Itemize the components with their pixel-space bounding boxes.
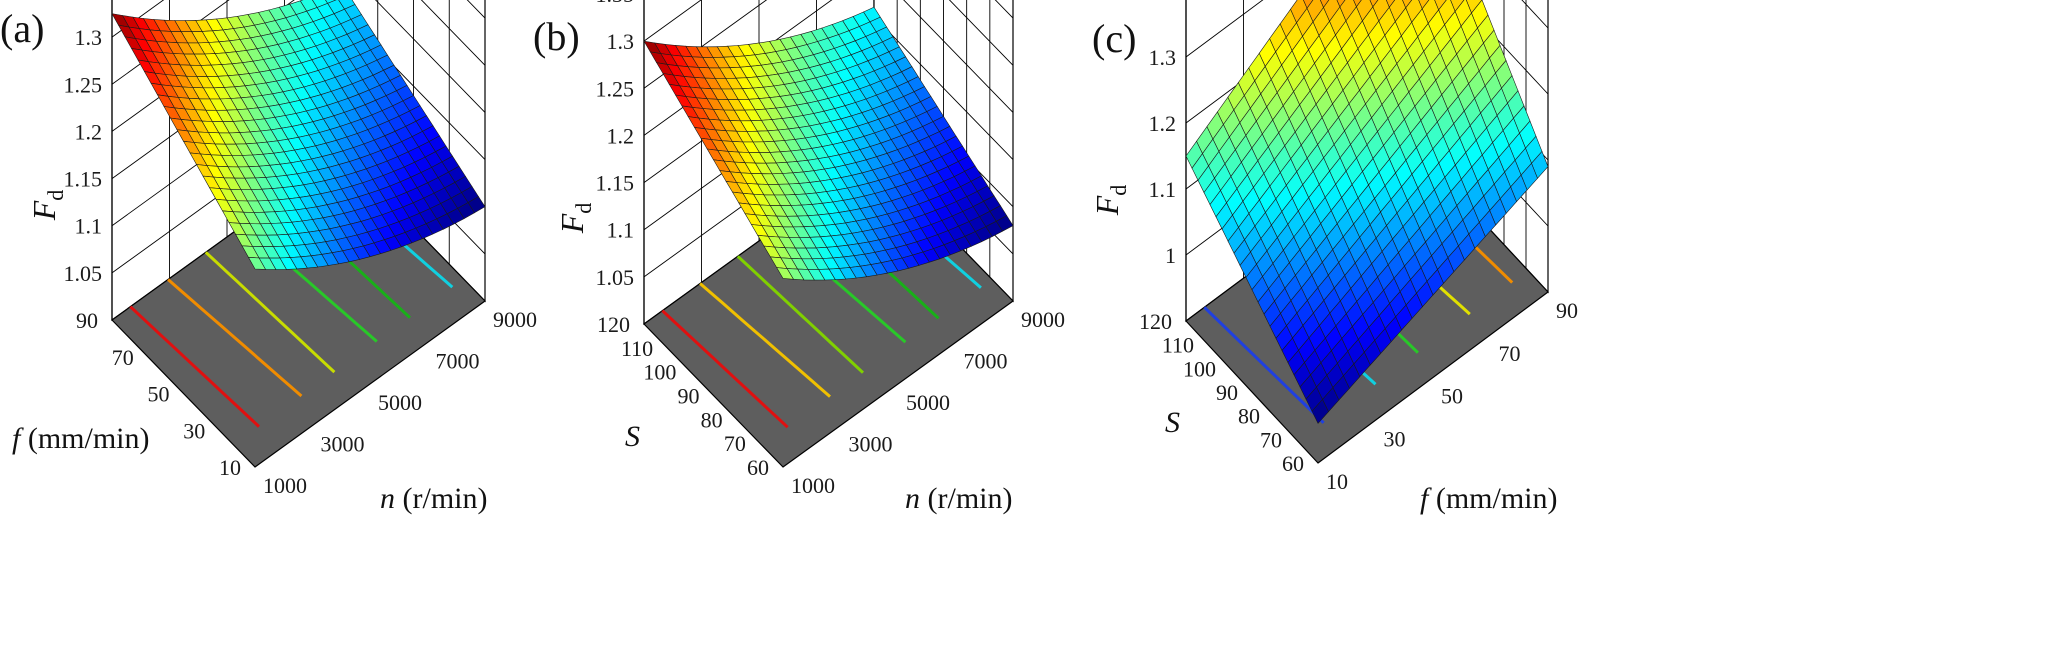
z-tick-label: 1.2	[1149, 111, 1177, 136]
y-tick-label: 100	[643, 360, 676, 385]
z-tick-label: 1.3	[75, 25, 103, 50]
y-tick-label: 30	[183, 418, 205, 443]
y-tick-label: 80	[1238, 404, 1260, 429]
surface-cell	[247, 257, 267, 270]
panel-label: (b)	[533, 14, 580, 59]
z-tick-label: 1.1	[1149, 177, 1177, 202]
y-tick-label: 100	[1183, 356, 1216, 381]
y-tick-label: 70	[112, 345, 134, 370]
surface-cell	[1369, 0, 1379, 8]
x-axis-label: n (r/min)	[905, 482, 1012, 515]
x-tick-label: 70	[1499, 341, 1521, 366]
z-tick-label: 1.4	[1149, 0, 1177, 4]
panel-3: 11.11.21.31.4103050709060708090100110120…	[1089, 0, 1578, 515]
y-tick-label: 120	[597, 312, 630, 337]
y-tick-label: 70	[724, 431, 746, 456]
panel-1: 1.05 1.1 1.15 1.2 1.25 1.3 1.35 1000 3000 5000 700…	[0, 0, 537, 515]
z-tick-label: 1.35	[64, 0, 103, 3]
contour-line	[661, 309, 789, 429]
z-tick-label: 1.35	[596, 0, 635, 7]
contour-line	[204, 251, 336, 374]
x-axis-label: f (mm/min)	[1420, 482, 1558, 515]
y-tick-label: 90	[678, 384, 700, 409]
z-axis-label: Fd	[554, 203, 596, 235]
surface-cell	[1319, 0, 1330, 9]
z-tick-label: 1.3	[607, 29, 635, 54]
y-axis-label: f (mm/min)	[12, 422, 150, 455]
surface-cell	[1336, 0, 1346, 8]
z-tick-label: 1.25	[64, 72, 103, 97]
surface-cell	[776, 267, 795, 280]
surface-cell	[1385, 0, 1396, 8]
x-tick-label: 30	[1384, 426, 1406, 451]
contour-line	[167, 278, 303, 398]
x-tick-label: 1000	[791, 473, 835, 498]
y-tick-label: 50	[148, 382, 170, 407]
y-tick-label: 110	[621, 336, 653, 361]
response-surface	[643, 6, 1014, 281]
y-tick-label: 60	[747, 455, 769, 480]
z-axis-label: Fd	[1089, 185, 1131, 217]
y-tick-label: 90	[76, 308, 98, 333]
x-tick-label: 9000	[493, 307, 537, 332]
y-tick-label: 70	[1260, 427, 1282, 452]
z-tick-label: 1.25	[596, 76, 635, 101]
surface-cell	[1311, 398, 1329, 424]
x-tick-label: 5000	[378, 390, 422, 415]
x-tick-label: 5000	[906, 390, 950, 415]
panel-label: (a)	[0, 6, 44, 51]
surface-cell	[1303, 0, 1314, 9]
response-surface	[1185, 0, 1549, 424]
x-tick-label: 1000	[263, 473, 307, 498]
z-tick-label: 1.2	[75, 119, 103, 144]
panel-2: 1.05 1.1 1.15 1.2 1.25 1.3 1.35 1000 3000 5000 700…	[533, 0, 1065, 515]
z-tick-label: 1.05	[64, 261, 103, 286]
z-tick-label: 1.1	[607, 218, 635, 243]
contour-line	[1203, 306, 1325, 424]
z-tick-label: 1.05	[596, 265, 635, 290]
y-axis-label: S	[625, 420, 640, 453]
response-surface	[111, 0, 486, 270]
x-tick-label: 3000	[849, 432, 893, 457]
surface-cell	[1418, 0, 1430, 10]
y-axis-label: S	[1165, 406, 1180, 439]
z-tick-label: 1.1	[75, 214, 103, 239]
z-tick-label: 1	[1165, 243, 1176, 268]
y-tick-label: 120	[1139, 309, 1172, 334]
x-tick-label: 10	[1326, 469, 1348, 494]
x-tick-label: 50	[1441, 384, 1463, 409]
x-tick-label: 7000	[436, 349, 480, 374]
y-tick-label: 60	[1282, 451, 1304, 476]
y-tick-label: 80	[701, 407, 723, 432]
surface-cell	[1402, 0, 1413, 9]
x-tick-label: 90	[1556, 298, 1578, 323]
z-tick-label: 1.15	[64, 167, 103, 192]
y-tick-label: 10	[219, 455, 241, 480]
panel-label: (c)	[1092, 16, 1136, 61]
contour-line	[129, 305, 261, 428]
z-axis-label: Fd	[26, 190, 68, 222]
z-tick-label: 1.3	[1149, 45, 1177, 70]
x-axis-label: n (r/min)	[380, 482, 487, 515]
contour-line	[736, 255, 865, 374]
x-tick-label: 3000	[321, 432, 365, 457]
y-tick-label: 90	[1216, 380, 1238, 405]
z-tick-label: 1.2	[607, 123, 635, 148]
z-tick-label: 1.15	[596, 171, 635, 196]
x-tick-label: 7000	[964, 349, 1008, 374]
contour-line	[699, 282, 831, 398]
y-tick-label: 110	[1162, 333, 1194, 358]
surface-cell	[1353, 0, 1362, 8]
x-tick-label: 9000	[1021, 307, 1065, 332]
